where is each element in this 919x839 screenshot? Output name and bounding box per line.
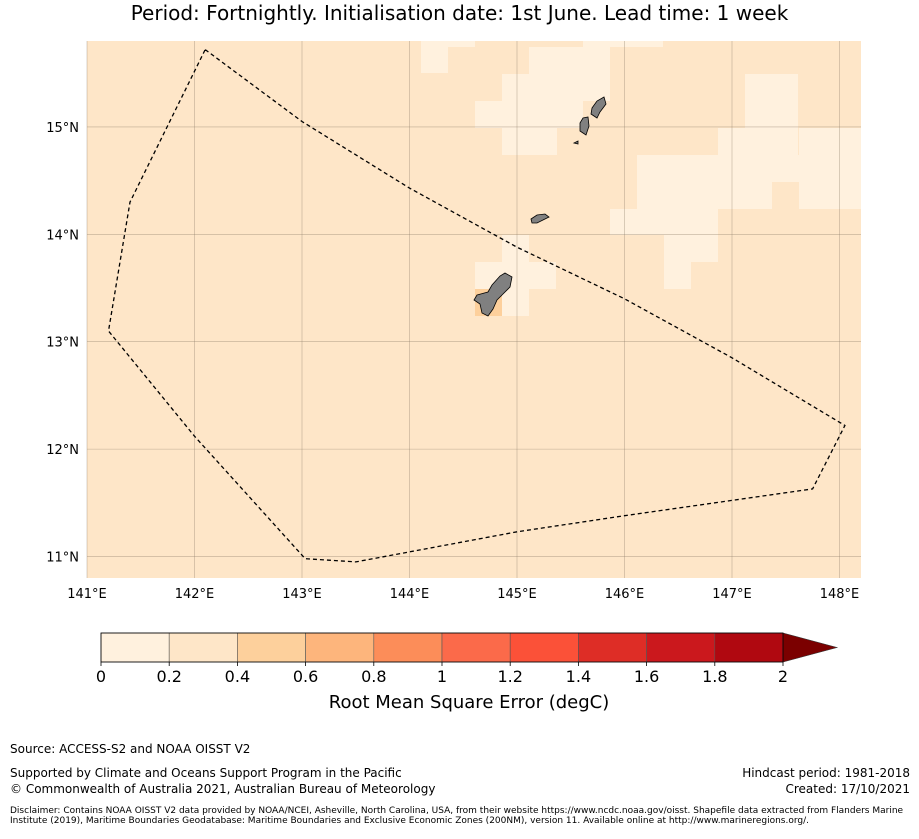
source-text: Source: ACCESS-S2 and NOAA OISST V2 xyxy=(10,742,251,756)
colorbar-segments xyxy=(100,632,839,663)
longitude-label: 146°E xyxy=(605,587,645,602)
longitude-label: 142°E xyxy=(175,587,215,602)
map-gridlines xyxy=(86,41,861,578)
low-error-cells xyxy=(421,41,861,316)
colorbar-tick-label: 1.2 xyxy=(497,667,522,686)
support-text: Supported by Climate and Oceans Support … xyxy=(10,766,402,780)
colorbar-tick-label: 0.6 xyxy=(293,667,318,686)
colorbar-segment xyxy=(441,632,511,663)
colorbar-segment xyxy=(373,632,443,663)
colorbar-tick-label: 2 xyxy=(778,667,788,686)
colorbar-tick-label: 1.6 xyxy=(634,667,659,686)
longitude-label: 144°E xyxy=(390,587,430,602)
colorbar-segment xyxy=(168,632,238,663)
longitude-label: 145°E xyxy=(497,587,537,602)
disclaimer-text: Disclaimer: Contains NOAA OISST V2 data … xyxy=(10,806,904,826)
colorbar-tick-label: 0.4 xyxy=(225,667,250,686)
guam-island xyxy=(473,272,513,317)
latitude-tick-labels: 15°N 14°N 13°N 12°N 11°N xyxy=(46,121,79,566)
colorbar-segment xyxy=(646,632,716,663)
colorbar-segment xyxy=(100,632,170,663)
land-masses xyxy=(473,96,607,317)
map-panel: 141°E 142°E 143°E 144°E 145°E 146°E 147°E 148°E… xyxy=(46,41,861,602)
created-date: Created: 17/10/2021 xyxy=(785,782,910,796)
latitude-label: 14°N xyxy=(46,228,79,243)
colorbar-tick-label: 1 xyxy=(437,667,447,686)
longitude-tick-labels: 141°E 142°E 143°E 144°E 145°E 146°E 147°E 148°E xyxy=(67,587,859,602)
colorbar-tick-label: 1.8 xyxy=(702,667,727,686)
colorbar-segment xyxy=(714,632,784,663)
latitude-label: 13°N xyxy=(46,336,79,351)
latitude-label: 12°N xyxy=(46,443,79,458)
hindcast-period: Hindcast period: 1981-2018 xyxy=(742,766,910,780)
colorbar-tick-label: 1.4 xyxy=(566,667,591,686)
colorbar-tick-label: 0 xyxy=(96,667,106,686)
colorbar-segment xyxy=(509,632,579,663)
colorbar-extend-arrow xyxy=(782,632,839,663)
rota-island xyxy=(530,213,550,224)
tinian-island xyxy=(579,116,590,136)
latitude-label: 15°N xyxy=(46,121,79,136)
colorbar-segment xyxy=(578,632,647,663)
colorbar-label: Root Mean Square Error (degC) xyxy=(328,692,610,713)
longitude-label: 143°E xyxy=(282,587,322,602)
copyright-text: © Commonwealth of Australia 2021, Austra… xyxy=(10,782,436,796)
ocean-rmse-field xyxy=(87,41,861,578)
longitude-label: 147°E xyxy=(712,587,752,602)
eez-boundary-line xyxy=(107,48,846,563)
colorbar-ticks: 0 0.2 0.4 0.6 0.8 1 1.2 1.4 1.6 1.8 2 xyxy=(96,662,788,686)
aguijan-island xyxy=(572,140,579,145)
longitude-label: 141°E xyxy=(67,587,107,602)
colorbar-segment xyxy=(305,632,375,663)
colorbar-tick-label: 0.2 xyxy=(156,667,181,686)
saipan-island xyxy=(590,96,607,119)
latitude-label: 11°N xyxy=(46,551,79,566)
colorbar: 0 0.2 0.4 0.6 0.8 1 1.2 1.4 1.6 1.8 2 xyxy=(96,632,839,686)
colorbar-tick-label: 0.8 xyxy=(361,667,386,686)
map-title: Period: Fortnightly. Initialisation date… xyxy=(130,1,789,25)
colorbar-segment xyxy=(237,632,306,663)
longitude-label: 148°E xyxy=(820,587,860,602)
